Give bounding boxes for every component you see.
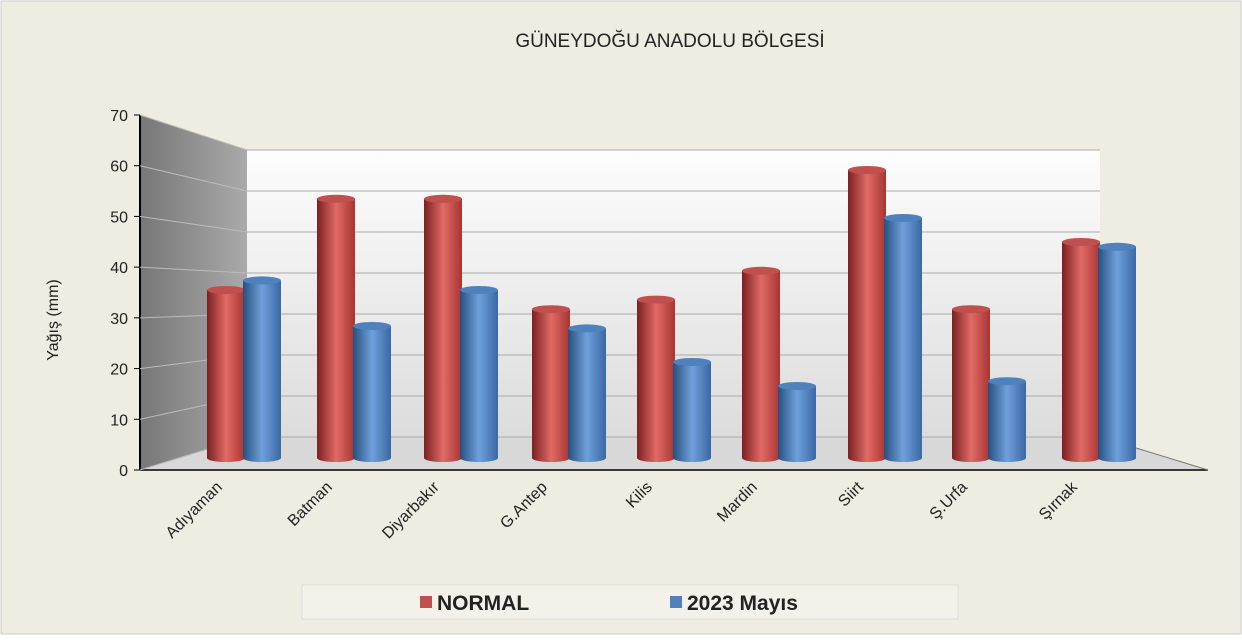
legend-swatch xyxy=(670,596,682,608)
bar-top xyxy=(243,276,281,285)
bar-top xyxy=(1098,242,1136,251)
bar xyxy=(988,381,1026,458)
bar xyxy=(460,290,498,458)
y-tick-label: 10 xyxy=(110,412,128,429)
bar xyxy=(317,198,355,459)
legend xyxy=(301,584,959,620)
grid-line xyxy=(139,165,248,192)
bar xyxy=(243,280,281,458)
bar xyxy=(637,299,675,458)
bar-top xyxy=(353,322,391,330)
legend-swatch xyxy=(420,596,432,608)
bar xyxy=(568,328,606,458)
bar xyxy=(742,270,780,458)
bar-top xyxy=(742,266,780,275)
bar-top xyxy=(884,214,922,222)
bar-top xyxy=(848,166,886,174)
bar-top xyxy=(424,194,462,203)
bar-top xyxy=(952,305,990,314)
bar xyxy=(1098,246,1136,458)
bar xyxy=(848,170,886,458)
chart-title: GÜNEYDOĞU ANADOLU BÖLGESİ xyxy=(515,30,824,52)
y-tick-label: 0 xyxy=(119,463,128,480)
bar xyxy=(424,198,462,459)
bar-top xyxy=(1062,238,1100,246)
grid-line xyxy=(139,266,248,274)
y-tick-label: 20 xyxy=(110,362,128,379)
bar xyxy=(207,290,245,458)
bar-top xyxy=(568,324,606,333)
bar xyxy=(952,309,990,458)
bar-top xyxy=(460,286,498,294)
grid-line xyxy=(139,215,248,233)
bar-top xyxy=(778,382,816,390)
bar-top xyxy=(207,286,245,294)
grid-line xyxy=(139,114,248,151)
bar xyxy=(1062,242,1100,458)
y-tick-label: 60 xyxy=(110,159,128,176)
bar xyxy=(532,309,570,458)
y-tick-label: 30 xyxy=(110,311,128,328)
bar xyxy=(673,362,711,458)
bar-top xyxy=(317,194,355,203)
bar xyxy=(353,326,391,458)
bar-top xyxy=(532,305,570,314)
bar-top xyxy=(988,377,1026,386)
y-axis-label: Yağış (mm) xyxy=(45,279,62,360)
legend-label: NORMAL xyxy=(437,592,529,615)
y-tick-label: 50 xyxy=(110,209,128,226)
legend-label: 2023 Mayıs xyxy=(687,592,798,615)
y-tick-label: 40 xyxy=(110,260,128,277)
bar xyxy=(778,386,816,458)
y-tick-label: 70 xyxy=(110,108,128,125)
bar-top xyxy=(673,358,711,366)
bar xyxy=(884,218,922,458)
bar-top xyxy=(637,295,675,304)
